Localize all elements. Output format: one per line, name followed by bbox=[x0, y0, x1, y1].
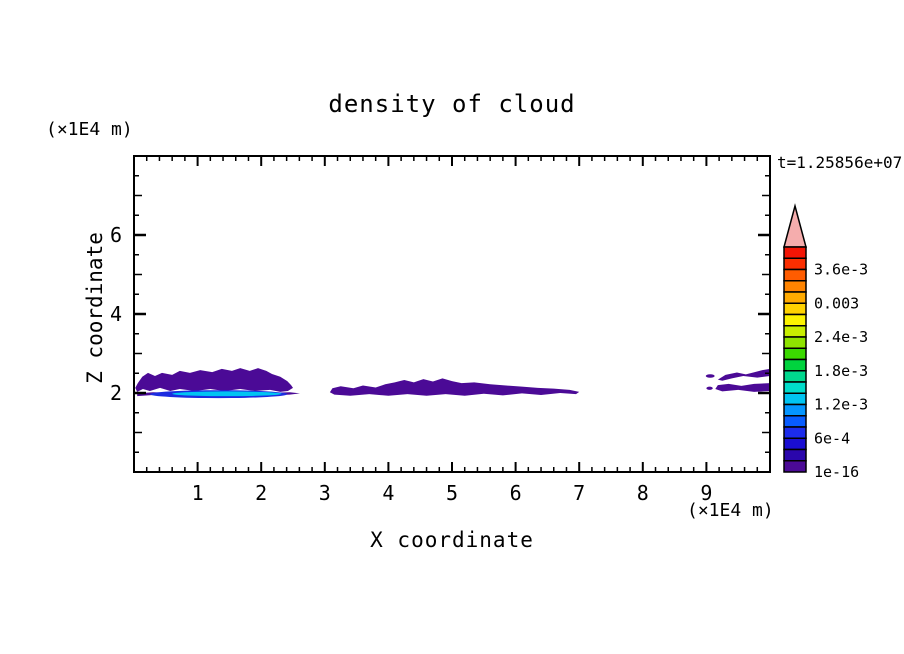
chart-title: density of cloud bbox=[328, 90, 576, 118]
colorbar-cell bbox=[783, 302, 807, 316]
z-axis-ticks bbox=[134, 175, 770, 453]
colorbar-label: 1.2e-3 bbox=[814, 396, 868, 414]
colorbar-cell bbox=[783, 358, 807, 372]
colorbar-labels: 3.6e-3 0.003 2.4e-3 1.8e-3 1.2e-3 6e-4 1e-16 bbox=[814, 261, 868, 482]
colorbar-label: 3.6e-3 bbox=[814, 261, 868, 279]
colorbar-cell bbox=[783, 347, 807, 361]
x-tick-label: 1 bbox=[192, 481, 204, 505]
right-cloud-upper-wisp bbox=[717, 368, 770, 381]
colorbar-cell bbox=[783, 381, 807, 394]
z-tick-label: 6 bbox=[110, 223, 122, 247]
colorbar-cell bbox=[783, 415, 807, 428]
colorbar-cell bbox=[783, 437, 807, 451]
colorbar-cell bbox=[783, 280, 807, 293]
colorbar-cell bbox=[783, 370, 807, 383]
x-axis-title: X coordinate bbox=[370, 528, 534, 552]
z-tick-label: 2 bbox=[110, 381, 122, 405]
x-tick-label: 3 bbox=[319, 481, 331, 505]
right-cloud-speck-upper bbox=[705, 374, 715, 378]
colorbar-label: 2.4e-3 bbox=[814, 328, 868, 346]
colorbar-cell bbox=[783, 291, 807, 304]
x-tick-label: 5 bbox=[446, 481, 458, 505]
colorbar-cell bbox=[783, 257, 807, 271]
colorbar bbox=[783, 203, 807, 473]
x-axis-unit-label: (×1E4 m) bbox=[687, 500, 774, 521]
x-tick-label: 9 bbox=[700, 481, 712, 505]
colorbar-label: 0.003 bbox=[814, 294, 859, 312]
colorbar-cell bbox=[783, 392, 807, 406]
axes-frame bbox=[133, 155, 771, 473]
colorbar-cell bbox=[783, 426, 807, 439]
middle-cloud-band bbox=[329, 378, 580, 396]
z-axis-unit-label: (×1E4 m) bbox=[46, 119, 133, 140]
x-tick-label: 8 bbox=[637, 481, 649, 505]
colorbar-cell bbox=[783, 313, 807, 327]
left-cloud-band bbox=[135, 368, 293, 392]
colorbar-cell bbox=[783, 460, 807, 473]
colorbar-cell bbox=[783, 336, 807, 349]
colorbar-label: 6e-4 bbox=[814, 429, 850, 447]
right-cloud-lower-wisp bbox=[715, 383, 770, 392]
colorbar-overflow-arrow bbox=[783, 203, 807, 248]
x-tick-label: 6 bbox=[510, 481, 522, 505]
x-axis-ticks bbox=[145, 156, 759, 472]
colorbar-label: 1.8e-3 bbox=[814, 362, 868, 380]
x-tick-label: 2 bbox=[255, 481, 267, 505]
colorbar-cell bbox=[783, 325, 807, 338]
z-tick-label: 4 bbox=[110, 302, 122, 326]
z-axis-tick-labels: 2 4 6 bbox=[110, 223, 122, 405]
colorbar-cell bbox=[783, 448, 807, 462]
x-axis-tick-labels: 1 2 3 4 5 6 7 8 9 bbox=[192, 481, 713, 505]
colorbar-cell bbox=[783, 403, 807, 417]
x-tick-label: 4 bbox=[382, 481, 394, 505]
colorbar-cell bbox=[783, 246, 807, 259]
left-cloud-cyan-core bbox=[172, 391, 282, 397]
x-tick-label: 7 bbox=[573, 481, 585, 505]
colorbar-label: 1e-16 bbox=[814, 463, 859, 481]
time-annotation: t=1.25856e+07 bbox=[777, 153, 903, 172]
colorbar-cell bbox=[783, 268, 807, 282]
cloud-contours bbox=[135, 368, 770, 399]
plot-frame bbox=[133, 155, 771, 473]
right-cloud-speck-lower bbox=[706, 386, 713, 390]
